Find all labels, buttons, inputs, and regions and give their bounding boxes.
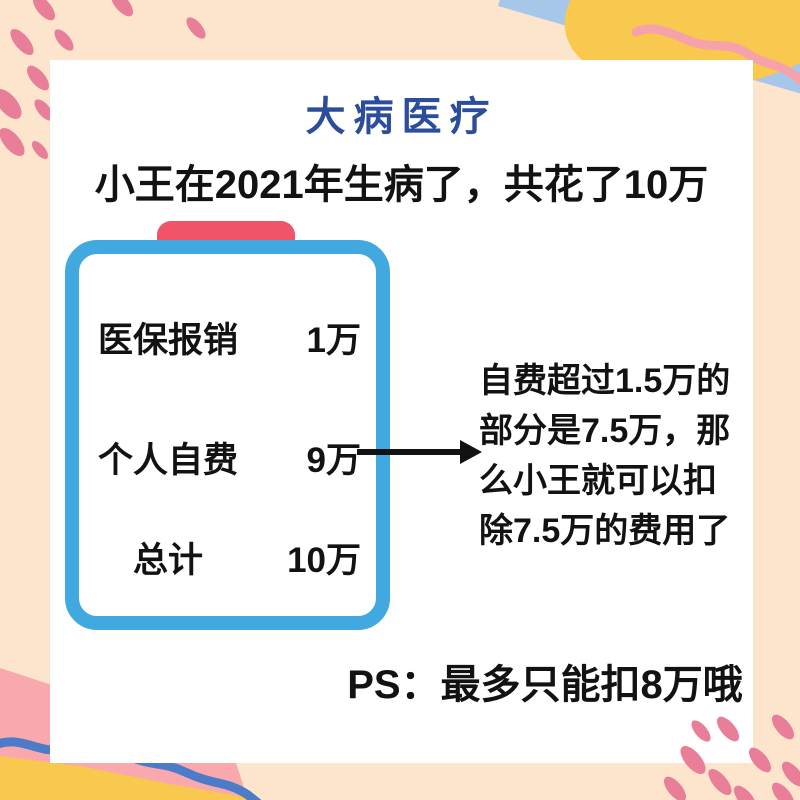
annotation-text: 自费超过1.5万的 部分是7.5万，那 么小王就可以扣 除7.5万的费用了 <box>479 362 731 550</box>
table-row: 医保报销 1万 <box>93 315 361 360</box>
row-label: 总计 <box>132 540 203 580</box>
ps-note-text: PS：最多只能扣8万哦 <box>347 663 743 707</box>
row-label: 个人自费 <box>97 440 238 480</box>
row-value: 1万 <box>306 320 361 360</box>
table-row: 个人自费 9万 <box>93 435 361 480</box>
row-value: 10万 <box>287 540 361 580</box>
row-value: 9万 <box>306 440 361 480</box>
row-label: 医保报销 <box>97 320 238 360</box>
headline-text: 小王在2021年生病了，共花了10万 <box>94 163 709 207</box>
page-title: 大病医疗 <box>305 95 498 139</box>
clipboard-panel: 医保报销 1万 个人自费 9万 总计 10万 <box>65 240 390 630</box>
table-row: 总计 10万 <box>93 535 361 580</box>
